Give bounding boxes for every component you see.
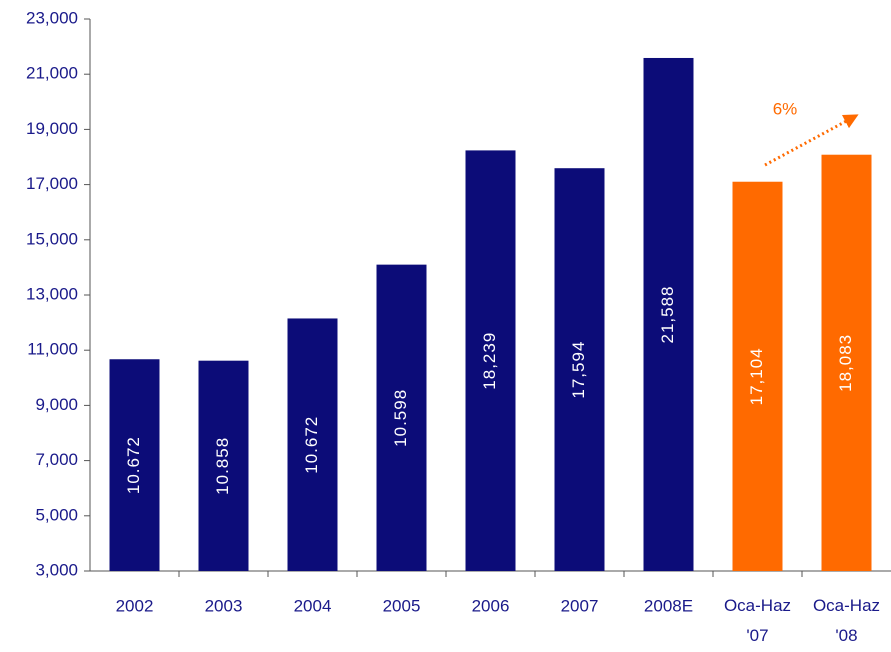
bar — [376, 264, 427, 571]
bar-label: 18,239 — [480, 332, 499, 390]
x-tick-label: 2008E — [644, 596, 693, 615]
y-tick-label: 15,000 — [26, 229, 78, 248]
bar-label: 21,588 — [658, 285, 677, 343]
x-tick-label: 2004 — [294, 596, 332, 615]
y-tick-label: 21,000 — [26, 64, 78, 83]
y-tick-label: 19,000 — [26, 119, 78, 138]
y-tick-label: 3,000 — [35, 560, 78, 579]
bar — [109, 359, 160, 571]
y-tick-label: 9,000 — [35, 395, 78, 414]
bar-label: 10.672 — [302, 416, 321, 474]
x-tick-label: 2002 — [116, 596, 154, 615]
bar-label: 10.598 — [391, 389, 410, 447]
bar — [554, 168, 605, 571]
x-tick-label: 2003 — [205, 596, 243, 615]
x-tick-label: 2005 — [383, 596, 421, 615]
y-tick-label: 13,000 — [26, 284, 78, 303]
x-tick-label: 2006 — [472, 596, 510, 615]
y-tick-label: 11,000 — [27, 340, 78, 359]
bar — [287, 318, 338, 571]
y-tick-label: 23,000 — [26, 8, 78, 27]
bar — [198, 360, 249, 571]
bar-label: 10.672 — [124, 436, 143, 494]
bar-label: 17,594 — [569, 341, 588, 399]
x-tick-label: Oca-Haz '07 — [724, 596, 791, 645]
growth-arrow — [764, 114, 859, 167]
annotation: 6% — [773, 99, 798, 118]
bar-label: 10.858 — [213, 437, 232, 495]
bar — [732, 181, 783, 571]
bar-label: 17,104 — [747, 347, 766, 405]
x-tick-label: 2007 — [561, 596, 599, 615]
y-tick-label: 17,000 — [26, 174, 78, 193]
y-tick-label: 7,000 — [35, 450, 78, 469]
y-tick-label: 5,000 — [35, 505, 78, 524]
bar-label: 18,083 — [836, 334, 855, 392]
x-tick-label: Oca-Haz '08 — [813, 596, 880, 645]
bar — [821, 154, 872, 571]
bar — [465, 150, 516, 571]
bar — [643, 57, 694, 572]
